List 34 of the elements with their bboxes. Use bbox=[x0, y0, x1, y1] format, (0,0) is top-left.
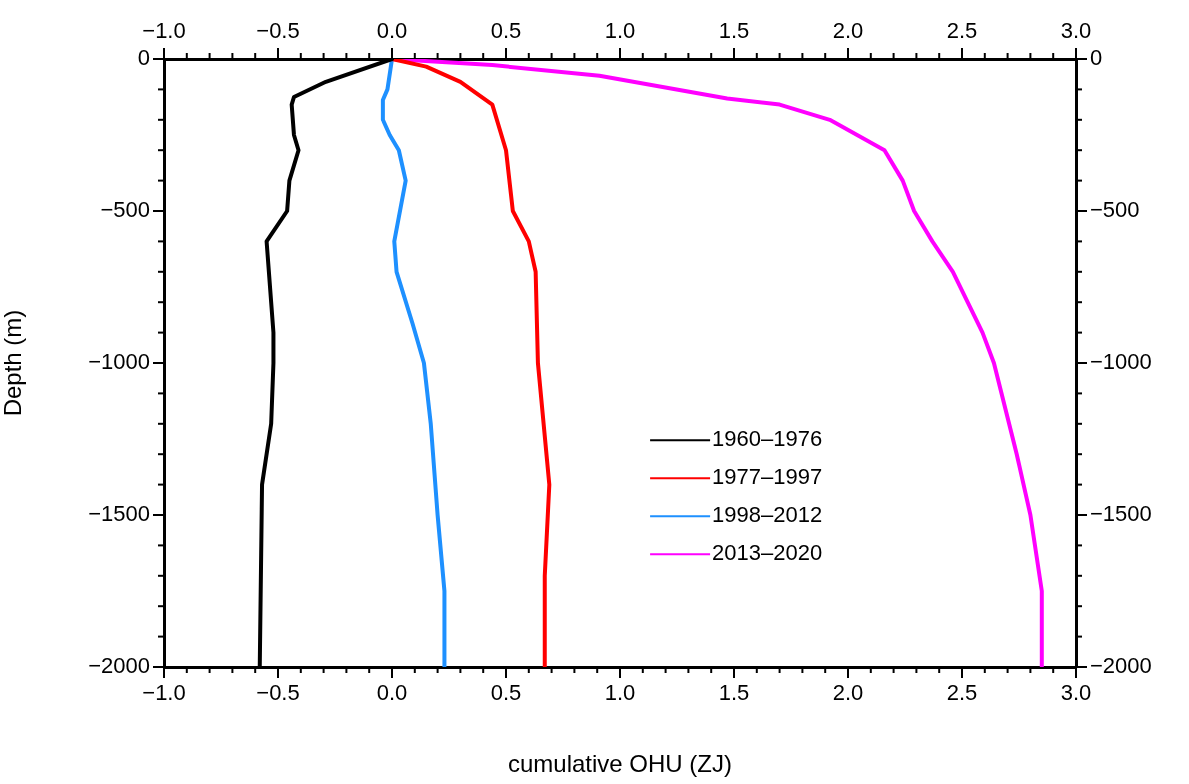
legend-label: 1977–1997 bbox=[712, 464, 823, 490]
x-tick-label: 2.0 bbox=[832, 680, 864, 706]
x2-tick-label: 3.0 bbox=[1060, 17, 1092, 43]
legend-label: 1998–2012 bbox=[712, 502, 823, 528]
x2-tick-label: −1.0 bbox=[142, 17, 186, 43]
y-tick-label: −2000 bbox=[88, 653, 150, 679]
y2-tick-label: −1500 bbox=[1090, 501, 1152, 527]
y-tick-label: −1500 bbox=[88, 501, 150, 527]
x-tick-label: 2.5 bbox=[946, 680, 978, 706]
x-tick-label: −0.5 bbox=[256, 680, 300, 706]
y2-tick-label: 0 bbox=[1090, 45, 1103, 71]
x-tick-label: 1.5 bbox=[718, 680, 750, 706]
x2-tick-label: 1.0 bbox=[604, 17, 636, 43]
x2-tick-label: 0.5 bbox=[490, 17, 522, 43]
y2-tick-label: −1000 bbox=[1090, 349, 1152, 375]
x2-tick-label: 1.5 bbox=[718, 17, 750, 43]
x-tick-label: 0.0 bbox=[376, 680, 408, 706]
legend-label: 1960–1976 bbox=[712, 426, 823, 452]
x-tick-label: 3.0 bbox=[1060, 680, 1092, 706]
x-axis-title: cumulative OHU (ZJ) bbox=[507, 750, 733, 778]
x2-tick-label: −0.5 bbox=[256, 17, 300, 43]
y2-tick-label: −2000 bbox=[1090, 653, 1152, 679]
y-tick-label: 0 bbox=[137, 45, 150, 71]
x2-tick-label: 0.0 bbox=[376, 17, 408, 43]
y-tick-label: −1000 bbox=[88, 349, 150, 375]
x-tick-label: −1.0 bbox=[142, 680, 186, 706]
x2-tick-label: 2.5 bbox=[946, 17, 978, 43]
x2-tick-label: 2.0 bbox=[832, 17, 864, 43]
y2-tick-label: −500 bbox=[1090, 197, 1140, 223]
y-tick-label: −500 bbox=[100, 197, 150, 223]
legend-label: 2013–2020 bbox=[712, 540, 823, 566]
x-tick-label: 0.5 bbox=[490, 680, 522, 706]
y-axis-title: Depth (m) bbox=[0, 309, 27, 417]
x-tick-label: 1.0 bbox=[604, 680, 636, 706]
